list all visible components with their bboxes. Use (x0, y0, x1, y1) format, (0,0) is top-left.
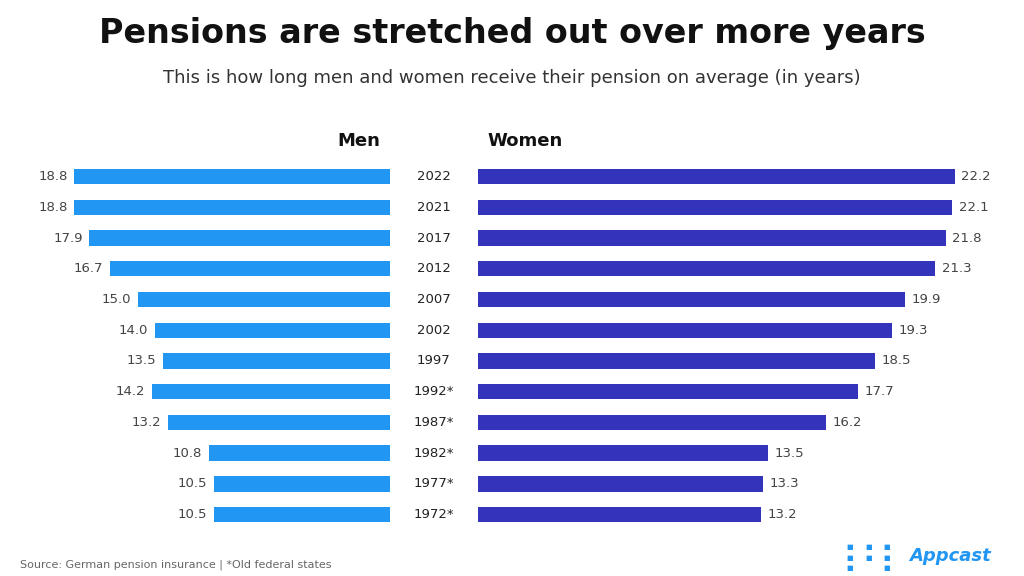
Bar (477, 384, 858, 399)
Text: ■: ■ (884, 544, 890, 550)
Text: 1992*: 1992* (414, 385, 455, 398)
Bar (110, 261, 390, 276)
Text: 13.5: 13.5 (774, 446, 804, 460)
Bar (477, 445, 768, 461)
Bar (168, 415, 390, 430)
Text: ■: ■ (865, 555, 871, 560)
Text: 13.5: 13.5 (127, 354, 157, 367)
Text: 18.8: 18.8 (38, 170, 68, 183)
Text: 1972*: 1972* (414, 508, 455, 521)
Text: 13.2: 13.2 (132, 416, 162, 429)
Text: 19.3: 19.3 (899, 324, 929, 337)
Text: 1982*: 1982* (414, 446, 455, 460)
Text: 19.9: 19.9 (911, 293, 941, 306)
Bar (477, 200, 952, 215)
Bar (477, 323, 892, 338)
Text: 18.5: 18.5 (882, 354, 911, 367)
Text: 10.5: 10.5 (177, 508, 207, 521)
Text: 10.8: 10.8 (173, 446, 202, 460)
Text: ■: ■ (847, 565, 853, 571)
Text: 17.9: 17.9 (53, 232, 83, 245)
Text: ■: ■ (847, 544, 853, 550)
Bar (477, 169, 954, 184)
Text: ■: ■ (884, 565, 890, 571)
Text: 22.1: 22.1 (958, 201, 988, 214)
Text: ■: ■ (884, 555, 890, 560)
Text: Appcast: Appcast (909, 547, 991, 565)
Bar (477, 415, 825, 430)
Bar (209, 445, 390, 461)
Bar (89, 230, 390, 246)
Text: This is how long men and women receive their pension on average (in years): This is how long men and women receive t… (163, 69, 861, 87)
Bar (163, 353, 390, 369)
Bar (477, 476, 764, 491)
Text: 21.3: 21.3 (942, 262, 972, 275)
Bar (155, 323, 390, 338)
Text: Pensions are stretched out over more years: Pensions are stretched out over more yea… (98, 17, 926, 50)
Bar (477, 261, 935, 276)
Text: 18.8: 18.8 (38, 201, 68, 214)
Text: 2021: 2021 (417, 201, 451, 214)
Text: Men: Men (337, 132, 380, 150)
Text: 14.0: 14.0 (119, 324, 148, 337)
Text: Source: German pension insurance | *Old federal states: Source: German pension insurance | *Old … (20, 560, 332, 570)
Bar (152, 384, 390, 399)
Text: 2007: 2007 (417, 293, 451, 306)
Text: Women: Women (488, 132, 563, 150)
Text: 15.0: 15.0 (101, 293, 131, 306)
Text: 13.3: 13.3 (770, 478, 800, 490)
Text: 2022: 2022 (417, 170, 451, 183)
Bar (214, 507, 390, 522)
Bar (75, 169, 390, 184)
Text: 2017: 2017 (417, 232, 451, 245)
Text: 16.7: 16.7 (74, 262, 102, 275)
Bar (477, 230, 946, 246)
Text: 1977*: 1977* (414, 478, 455, 490)
Text: ■: ■ (865, 544, 871, 550)
Bar (138, 292, 390, 307)
Text: 17.7: 17.7 (864, 385, 894, 398)
Text: 22.2: 22.2 (962, 170, 990, 183)
Text: 1987*: 1987* (414, 416, 455, 429)
Bar (477, 292, 905, 307)
Text: 1997: 1997 (417, 354, 451, 367)
Text: 16.2: 16.2 (833, 416, 861, 429)
Text: 13.2: 13.2 (768, 508, 798, 521)
Text: 10.5: 10.5 (177, 478, 207, 490)
Text: 21.8: 21.8 (952, 232, 982, 245)
Text: 14.2: 14.2 (116, 385, 144, 398)
Bar (75, 200, 390, 215)
Text: 2002: 2002 (417, 324, 451, 337)
Text: ■: ■ (847, 555, 853, 560)
Bar (477, 353, 876, 369)
Bar (477, 507, 761, 522)
Text: 2012: 2012 (417, 262, 451, 275)
Bar (214, 476, 390, 491)
